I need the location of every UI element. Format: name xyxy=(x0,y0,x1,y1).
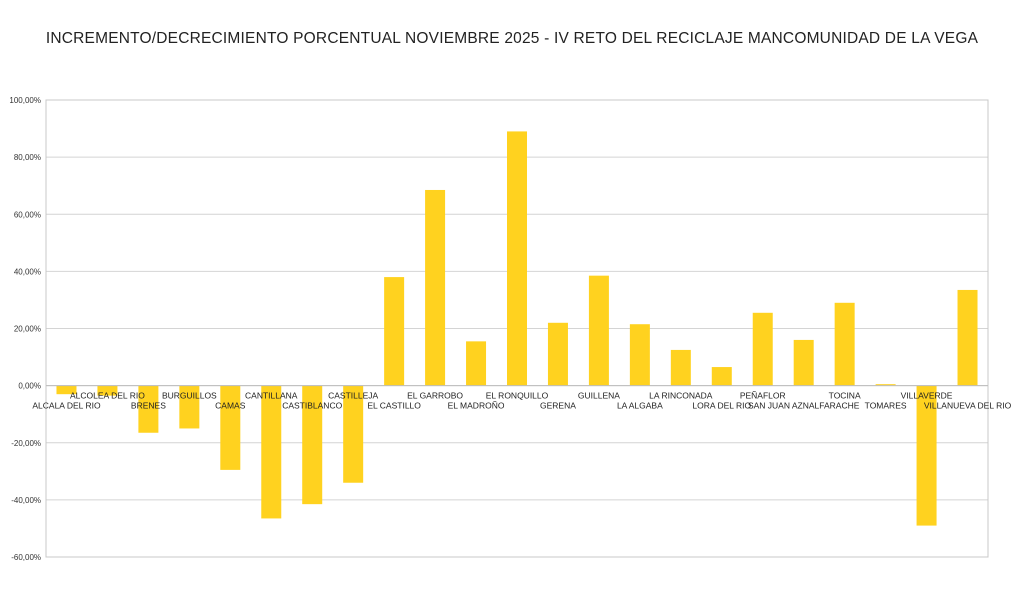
category-label: LORA DEL RIO xyxy=(692,401,751,411)
bar xyxy=(507,131,527,386)
bar xyxy=(711,367,732,386)
category-label: ALCALA DEL RIO xyxy=(32,401,101,411)
y-tick-label: 60,00% xyxy=(14,210,41,219)
plot-frame xyxy=(45,99,989,558)
bar xyxy=(466,341,487,386)
chart-title: INCREMENTO/DECRECIMIENTO PORCENTUAL NOVI… xyxy=(45,30,979,47)
y-axis-tick-labels: 100,00% 80,00% 60,00% 40,00% 20,00% 0,00% -20,… xyxy=(9,96,41,562)
bar xyxy=(220,385,241,470)
category-label: PEÑAFLOR xyxy=(740,391,786,401)
bar xyxy=(261,385,282,519)
bar xyxy=(957,289,978,386)
bar xyxy=(670,349,691,386)
bar xyxy=(629,324,650,386)
category-label: VILLAVERDE xyxy=(901,391,953,401)
bar xyxy=(793,339,814,386)
y-tick-label: 20,00% xyxy=(14,325,41,334)
category-label: BURGUILLOS xyxy=(162,391,217,401)
category-label: EL RONQUILLO xyxy=(486,391,549,401)
category-label: TOCINA xyxy=(829,391,861,401)
y-tick-label: 40,00% xyxy=(14,267,41,276)
bars xyxy=(56,131,978,526)
category-label: LA RINCONADA xyxy=(649,391,713,401)
bar xyxy=(425,189,446,386)
category-label: EL GARROBO xyxy=(407,391,463,401)
bar xyxy=(834,302,855,386)
category-label: BRENES xyxy=(131,401,166,411)
y-tick-label: 0,00% xyxy=(18,382,41,391)
category-label: CANTILLANA xyxy=(245,391,298,401)
y-tick-label: 100,00% xyxy=(9,96,41,105)
bar xyxy=(875,384,896,386)
y-tick-label: 80,00% xyxy=(14,153,41,162)
bar xyxy=(916,385,937,526)
bar xyxy=(384,277,405,386)
bar xyxy=(547,322,568,386)
category-label: EL MADROÑO xyxy=(448,401,505,411)
bar xyxy=(752,312,773,386)
category-label: SAN JUAN AZNALFARACHE xyxy=(748,401,860,411)
category-label: CASTIBLANCO xyxy=(282,401,342,411)
category-label: VILLANUEVA DEL RIO xyxy=(924,401,1012,411)
y-tick-label: -60,00% xyxy=(11,553,41,562)
category-label: CAMAS xyxy=(215,401,246,411)
bar xyxy=(302,385,323,505)
category-label: EL CASTILLO xyxy=(367,401,421,411)
y-tick-label: -40,00% xyxy=(11,496,41,505)
category-label: LA ALGABA xyxy=(617,401,663,411)
bar xyxy=(179,385,200,429)
bar xyxy=(588,275,609,386)
bar xyxy=(56,385,77,395)
category-label: GERENA xyxy=(540,401,576,411)
category-label: TOMARES xyxy=(865,401,907,411)
category-label: CASTILLEJA xyxy=(328,391,378,401)
category-label: GUILLENA xyxy=(578,391,620,401)
bar xyxy=(97,385,118,396)
y-tick-label: -20,00% xyxy=(11,439,41,448)
bar xyxy=(343,385,364,483)
category-label: ALCOLEA DEL RIO xyxy=(70,391,145,401)
bar xyxy=(138,385,159,433)
